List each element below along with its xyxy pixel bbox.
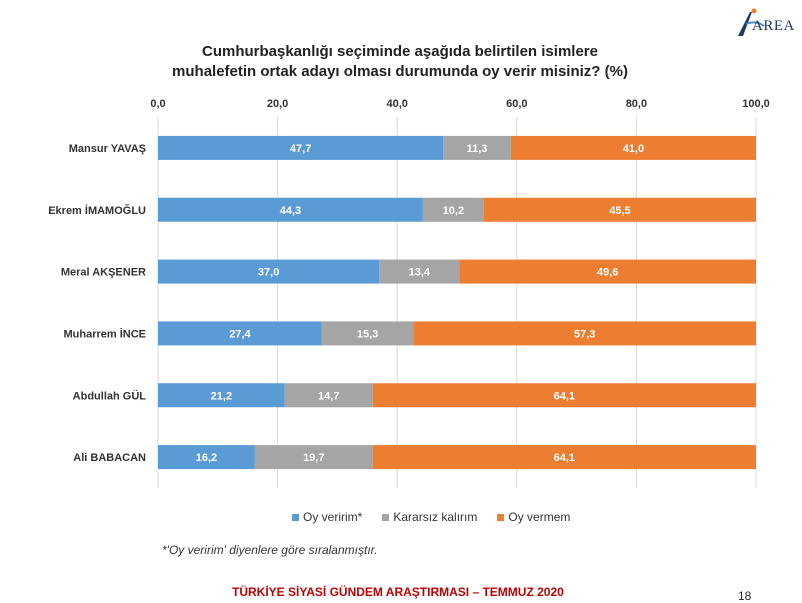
logo-mark-icon bbox=[738, 8, 765, 36]
chart-title-line-2: muhalefetin ortak adayı olması durumunda… bbox=[172, 63, 628, 80]
bar-segment bbox=[321, 321, 414, 346]
bar-segment bbox=[158, 197, 423, 222]
x-tick-label: 60,0 bbox=[506, 98, 527, 110]
category-label: Mansur YAVAŞ bbox=[69, 143, 146, 155]
bar-segment bbox=[379, 259, 460, 284]
bar-segment bbox=[459, 259, 756, 284]
category-label: Ekrem İMAMOĞLU bbox=[48, 204, 146, 217]
bar-segment bbox=[510, 135, 756, 160]
x-tick-label: 20,0 bbox=[267, 98, 288, 110]
data-label: 21,2 bbox=[211, 390, 232, 402]
bar-segment bbox=[372, 445, 756, 470]
bar-segment bbox=[158, 321, 322, 346]
footer-title: TÜRKİYE SİYASİ GÜNDEM ARAŞTIRMASI – TEMM… bbox=[232, 585, 564, 599]
legend-swatch bbox=[292, 513, 299, 521]
data-label: 16,2 bbox=[196, 452, 217, 464]
logo-text: AREA bbox=[752, 18, 795, 34]
category-label: Ali BABACAN bbox=[73, 452, 146, 464]
data-label: 64,1 bbox=[554, 390, 575, 402]
bar-segment bbox=[158, 135, 444, 160]
legend-label: Oy veririm* bbox=[303, 510, 363, 524]
page-number: 18 bbox=[738, 589, 752, 603]
data-label: 37,0 bbox=[258, 267, 279, 279]
chart-legend: Oy veririm* Kararsız kalırım Oy vermem bbox=[292, 510, 590, 524]
bar-segment bbox=[372, 383, 756, 408]
data-label: 27,4 bbox=[229, 328, 251, 340]
data-label: 19,7 bbox=[303, 452, 324, 464]
bar-segment bbox=[483, 197, 756, 222]
data-label: 14,7 bbox=[318, 390, 339, 402]
bar-segment bbox=[284, 383, 373, 408]
bar-segment bbox=[158, 259, 380, 284]
data-label: 45,5 bbox=[609, 205, 630, 217]
bar-segment bbox=[413, 321, 756, 346]
data-label: 57,3 bbox=[574, 328, 595, 340]
data-label: 11,3 bbox=[467, 143, 488, 155]
legend-swatch bbox=[382, 513, 390, 521]
chart-title: Cumhurbaşkanlığı seçiminde aşağıda belir… bbox=[120, 42, 680, 82]
legend-label: Oy vermem bbox=[508, 510, 571, 524]
data-label: 41,0 bbox=[623, 143, 644, 155]
bar-segment bbox=[443, 135, 511, 160]
category-label: Muharrem İNCE bbox=[63, 327, 146, 340]
legend-item: Oy vermem bbox=[497, 510, 570, 524]
bar-segment bbox=[254, 445, 373, 470]
data-label: 49,6 bbox=[597, 267, 618, 279]
bar-segment bbox=[422, 197, 484, 222]
legend-label: Kararsız kalırım bbox=[393, 510, 478, 524]
legend-item: Kararsız kalırım bbox=[382, 510, 477, 524]
data-label: 13,4 bbox=[409, 267, 431, 279]
data-label: 10,2 bbox=[443, 205, 464, 217]
bar-segment bbox=[158, 383, 285, 408]
data-label: 15,3 bbox=[357, 328, 378, 340]
chart-title-line-1: Cumhurbaşkanlığı seçiminde aşağıda belir… bbox=[202, 43, 598, 60]
x-tick-label: 40,0 bbox=[386, 98, 407, 110]
bar-segment bbox=[158, 445, 255, 470]
data-label: 64,1 bbox=[554, 452, 575, 464]
category-label: Meral AKŞENER bbox=[61, 267, 146, 279]
legend-swatch bbox=[497, 513, 505, 521]
x-tick-label: 80,0 bbox=[626, 98, 647, 110]
category-label: Abdullah GÜL bbox=[73, 389, 147, 402]
data-label: 47,7 bbox=[290, 143, 311, 155]
legend-item: Oy veririm* bbox=[292, 510, 362, 524]
x-tick-label: 0,0 bbox=[150, 98, 165, 110]
footnote: *'Oy veririm' diyenlere göre sıralanmışt… bbox=[162, 543, 378, 557]
data-label: 44,3 bbox=[280, 205, 301, 217]
area-logo: AREA bbox=[734, 6, 795, 40]
x-tick-label: 100,0 bbox=[742, 98, 770, 110]
